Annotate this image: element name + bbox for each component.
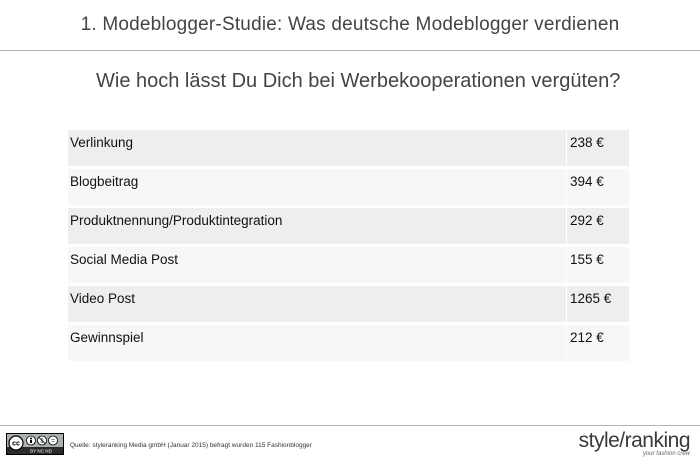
row-label: Video Post [68, 284, 567, 325]
svg-text:$: $ [40, 439, 43, 445]
logo-tagline: your fashion crew [642, 451, 690, 457]
footer-divider [0, 425, 700, 426]
row-value: 1265 € [566, 284, 629, 325]
table-row: Verlinkung 238 € [68, 130, 629, 169]
row-label: Blogbeitrag [68, 167, 567, 208]
source-note: Quelle: styleranking Media gmbH (Januar … [70, 442, 312, 449]
brand-logo: style/ranking your fashion crew [578, 429, 691, 458]
question-heading: Wie hoch lässt Du Dich bei Werbekooperat… [96, 70, 621, 92]
table-row: Gewinnspiel 212 € [68, 323, 629, 364]
table-row: Produktnennung/Produktintegration 292 € [68, 206, 629, 247]
table-row: Blogbeitrag 394 € [68, 167, 629, 208]
svg-text:=: = [51, 439, 55, 445]
row-value: 394 € [566, 167, 629, 208]
cc-by-nc-nd-icon: cc $ = BY NC ND [6, 433, 64, 455]
table-row: Social Media Post 155 € [68, 245, 629, 286]
row-label: Verlinkung [68, 130, 567, 169]
row-value: 292 € [566, 206, 629, 247]
table-row: Video Post 1265 € [68, 284, 629, 325]
row-value: 212 € [566, 323, 629, 364]
rates-table: Verlinkung 238 € Blogbeitrag 394 € Produ… [68, 130, 629, 364]
row-value: 155 € [566, 245, 629, 286]
header-divider [0, 50, 700, 51]
svg-text:cc: cc [12, 441, 20, 448]
page-title: 1. Modeblogger-Studie: Was deutsche Mode… [80, 14, 620, 35]
row-value: 238 € [566, 130, 629, 169]
row-label: Gewinnspiel [68, 323, 567, 364]
row-label: Social Media Post [68, 245, 567, 286]
logo-text: style/ranking [578, 429, 691, 452]
row-label: Produktnennung/Produktintegration [68, 206, 567, 247]
license-label: BY NC ND [30, 449, 53, 454]
